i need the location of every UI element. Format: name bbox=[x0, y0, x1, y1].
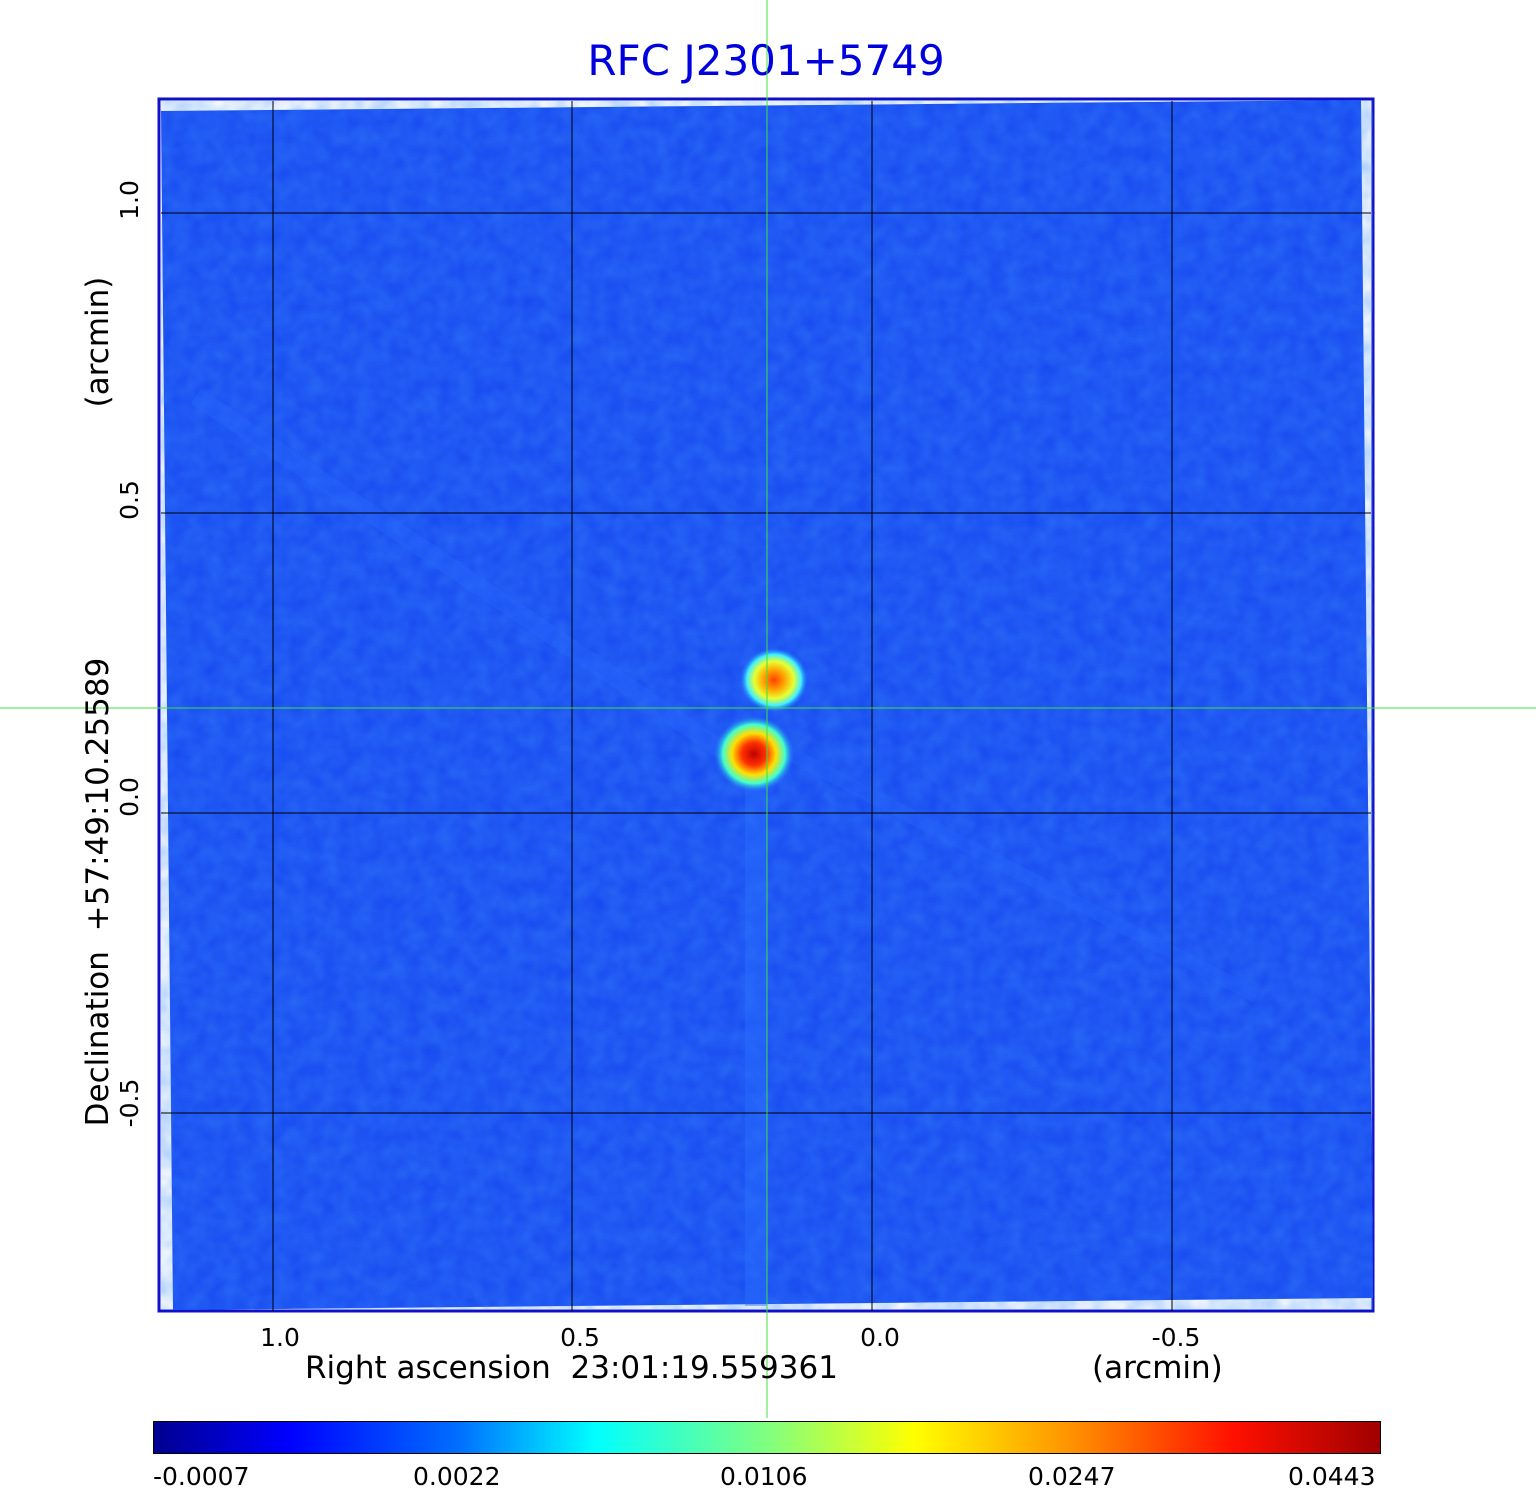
x-tick-label: -0.5 bbox=[1151, 1323, 1201, 1352]
colorbar-tick-label: 0.0443 bbox=[1288, 1462, 1376, 1491]
x-tick-label: 0.5 bbox=[560, 1323, 600, 1352]
colorbar-tick-label: 0.0247 bbox=[1028, 1462, 1116, 1491]
source-component-lower bbox=[714, 716, 794, 792]
colorbar bbox=[153, 1421, 1381, 1454]
y-axis-unit: (arcmin) bbox=[80, 276, 116, 408]
colorbar-tick-label: 0.0022 bbox=[413, 1462, 501, 1491]
colorbar-tick-label: -0.0007 bbox=[153, 1462, 250, 1491]
x-axis-center: 23:01:19.559361 bbox=[570, 1350, 838, 1386]
y-tick-label: 0.5 bbox=[115, 480, 144, 520]
x-axis-unit: (arcmin) bbox=[1092, 1350, 1223, 1386]
source-component-upper bbox=[740, 648, 808, 712]
x-tick-label: 0.0 bbox=[860, 1323, 900, 1352]
x-tick-label: 1.0 bbox=[260, 1323, 300, 1352]
y-tick-label: -0.5 bbox=[115, 1078, 144, 1128]
colorbar-tick-label: 0.0106 bbox=[720, 1462, 808, 1491]
y-tick-label: 1.0 bbox=[115, 180, 144, 220]
y-tick-label: 0.0 bbox=[115, 777, 144, 817]
y-axis-label: Declination +57:49:10.25589 bbox=[80, 657, 116, 1127]
sky-map-image bbox=[157, 97, 1375, 1313]
x-axis-label: Right ascension 23:01:19.559361 bbox=[305, 1350, 838, 1386]
plot-title: RFC J2301+5749 bbox=[587, 36, 945, 85]
y-axis-center: +57:49:10.25589 bbox=[80, 657, 116, 932]
